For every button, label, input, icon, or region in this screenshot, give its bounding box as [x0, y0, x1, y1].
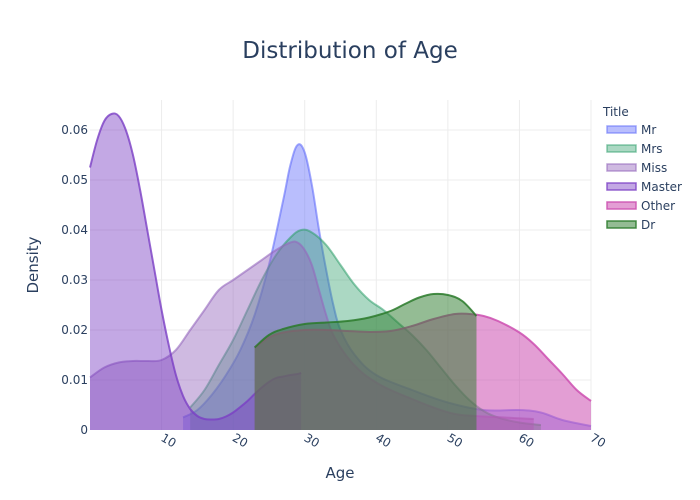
legend: Title Mr Mrs Miss Master Other Dr [602, 105, 682, 232]
x-axis-ticks: 10 20 30 40 50 60 70 [158, 431, 608, 451]
x-tick-label: 70 [588, 431, 608, 451]
legend-item-other[interactable]: Other [606, 199, 675, 213]
legend-label-other: Other [641, 199, 675, 213]
legend-label-mrs: Mrs [641, 142, 663, 156]
density-line-dr[interactable] [253, 292, 478, 349]
x-tick-label: 20 [230, 431, 250, 451]
y-tick-label: 0.04 [61, 223, 88, 237]
legend-title: Title [602, 105, 629, 119]
legend-item-dr[interactable]: Dr [606, 218, 655, 232]
chart-title: Distribution of Age [242, 38, 457, 64]
x-tick-label: 10 [158, 431, 178, 451]
y-tick-label: 0.05 [61, 173, 88, 187]
legend-item-miss[interactable]: Miss [606, 161, 667, 175]
y-tick-label: 0.03 [61, 273, 88, 287]
legend-swatch-mrs [606, 144, 637, 153]
legend-swatch-other [606, 201, 637, 210]
legend-swatch-miss [606, 163, 637, 172]
y-tick-label: 0.02 [61, 323, 88, 337]
legend-label-miss: Miss [641, 161, 667, 175]
density-area-master[interactable] [90, 113, 302, 430]
legend-swatch-mr [606, 125, 637, 134]
legend-label-dr: Dr [641, 218, 655, 232]
x-axis-title: Age [325, 464, 354, 482]
x-tick-label: 60 [516, 431, 536, 451]
x-tick-label: 30 [302, 431, 322, 451]
legend-item-mrs[interactable]: Mrs [606, 142, 663, 156]
legend-label-mr: Mr [641, 123, 656, 137]
y-tick-label: 0.06 [61, 123, 88, 137]
density-area-dr[interactable] [254, 293, 477, 430]
legend-item-master[interactable]: Master [606, 180, 682, 194]
y-axis-ticks: 0 0.01 0.02 0.03 0.04 0.05 0.06 [61, 123, 88, 437]
plot-area [89, 112, 592, 431]
legend-label-master: Master [641, 180, 682, 194]
legend-swatch-master [606, 182, 637, 191]
x-tick-label: 40 [373, 431, 393, 451]
legend-item-mr[interactable]: Mr [606, 123, 656, 137]
x-tick-label: 50 [445, 431, 465, 451]
y-axis-title: Density [24, 236, 42, 293]
y-tick-label: 0.01 [61, 373, 88, 387]
legend-swatch-dr [606, 220, 637, 229]
y-tick-label: 0 [80, 423, 88, 437]
